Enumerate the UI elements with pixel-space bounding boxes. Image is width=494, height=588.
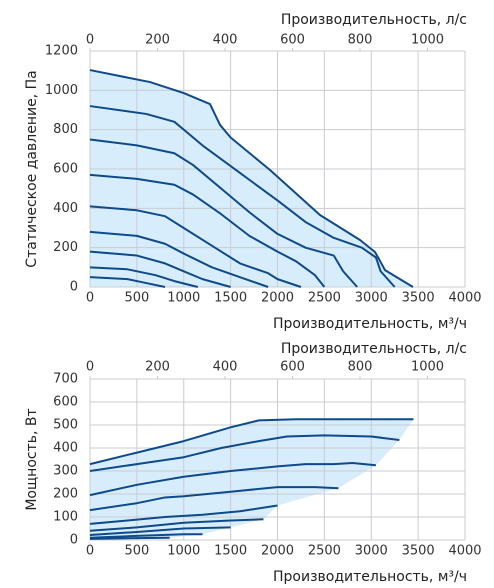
curve xyxy=(89,486,339,512)
y-tick-label: 400 xyxy=(53,201,78,216)
x2-tick-label: 600 xyxy=(280,360,305,375)
x2-tick-label: 800 xyxy=(348,33,373,48)
curve xyxy=(89,138,358,288)
x-tick-label: 500 xyxy=(124,544,149,559)
curve xyxy=(89,105,396,288)
x-axis-title: Производительность, м³/ч xyxy=(273,316,467,332)
y-tick-label: 1200 xyxy=(45,44,78,59)
y-tick-label: 200 xyxy=(53,487,78,502)
curve xyxy=(89,69,414,288)
x-tick-label: 3000 xyxy=(355,544,388,559)
y-tick-label: 500 xyxy=(53,418,78,433)
x-tick-label: 1000 xyxy=(167,291,200,306)
curve xyxy=(89,250,231,288)
x-tick-label: 1500 xyxy=(214,291,247,306)
y-tick-label: 400 xyxy=(53,441,78,456)
x-tick-label: 4000 xyxy=(448,544,481,559)
operating-area xyxy=(90,70,413,288)
curve xyxy=(89,230,269,288)
curve xyxy=(89,418,414,466)
curve xyxy=(89,173,326,288)
x2-tick-label: 0 xyxy=(86,33,94,48)
curve xyxy=(89,533,203,539)
x2-tick-label: 400 xyxy=(213,360,238,375)
x-tick-label: 2500 xyxy=(308,291,341,306)
y-tick-label: 300 xyxy=(53,464,78,479)
curve xyxy=(89,276,166,288)
curve xyxy=(89,205,302,288)
y-tick-label: 700 xyxy=(53,372,78,387)
x2-axis-title: Производительность, л/с xyxy=(281,12,467,28)
x2-tick-label: 600 xyxy=(280,33,305,48)
curve xyxy=(89,266,199,288)
y-tick-label: 0 xyxy=(70,280,78,295)
x-tick-label: 1500 xyxy=(214,544,247,559)
curve xyxy=(89,504,278,525)
y-tick-label: 600 xyxy=(53,162,78,177)
curve xyxy=(89,518,264,532)
x-tick-label: 4000 xyxy=(448,291,481,306)
x-tick-label: 500 xyxy=(124,291,149,306)
y-tick-label: 0 xyxy=(70,533,78,548)
y-tick-label: 200 xyxy=(53,240,78,255)
x-tick-label: 0 xyxy=(86,291,94,306)
x2-tick-label: 200 xyxy=(145,360,170,375)
x-tick-label: 3000 xyxy=(355,291,388,306)
y-axis-title: Мощность, Вт xyxy=(24,408,40,510)
x2-tick-label: 1000 xyxy=(411,33,444,48)
x-tick-label: 3500 xyxy=(402,544,435,559)
operating-area xyxy=(90,419,414,540)
x2-tick-label: 0 xyxy=(86,360,94,375)
x2-tick-label: 200 xyxy=(145,33,170,48)
x-axis-title: Производительность, м³/ч xyxy=(273,569,467,585)
curve xyxy=(89,461,377,497)
curve xyxy=(89,434,400,472)
x-tick-label: 2500 xyxy=(308,544,341,559)
curve xyxy=(89,526,231,536)
y-axis-title: Статическое давление, Па xyxy=(24,70,40,267)
x-tick-label: 1000 xyxy=(167,544,200,559)
y-tick-label: 1000 xyxy=(45,83,78,98)
x2-tick-label: 1000 xyxy=(411,360,444,375)
x-tick-label: 2000 xyxy=(261,544,294,559)
x2-tick-label: 400 xyxy=(213,33,238,48)
x-tick-label: 3500 xyxy=(402,291,435,306)
y-tick-label: 600 xyxy=(53,395,78,410)
curve xyxy=(89,536,170,540)
x2-axis-title: Производительность, л/с xyxy=(281,341,467,357)
x-tick-label: 2000 xyxy=(261,291,294,306)
x-tick-label: 0 xyxy=(86,544,94,559)
x2-tick-label: 800 xyxy=(348,360,373,375)
y-tick-label: 100 xyxy=(53,510,78,525)
y-tick-label: 800 xyxy=(53,122,78,137)
